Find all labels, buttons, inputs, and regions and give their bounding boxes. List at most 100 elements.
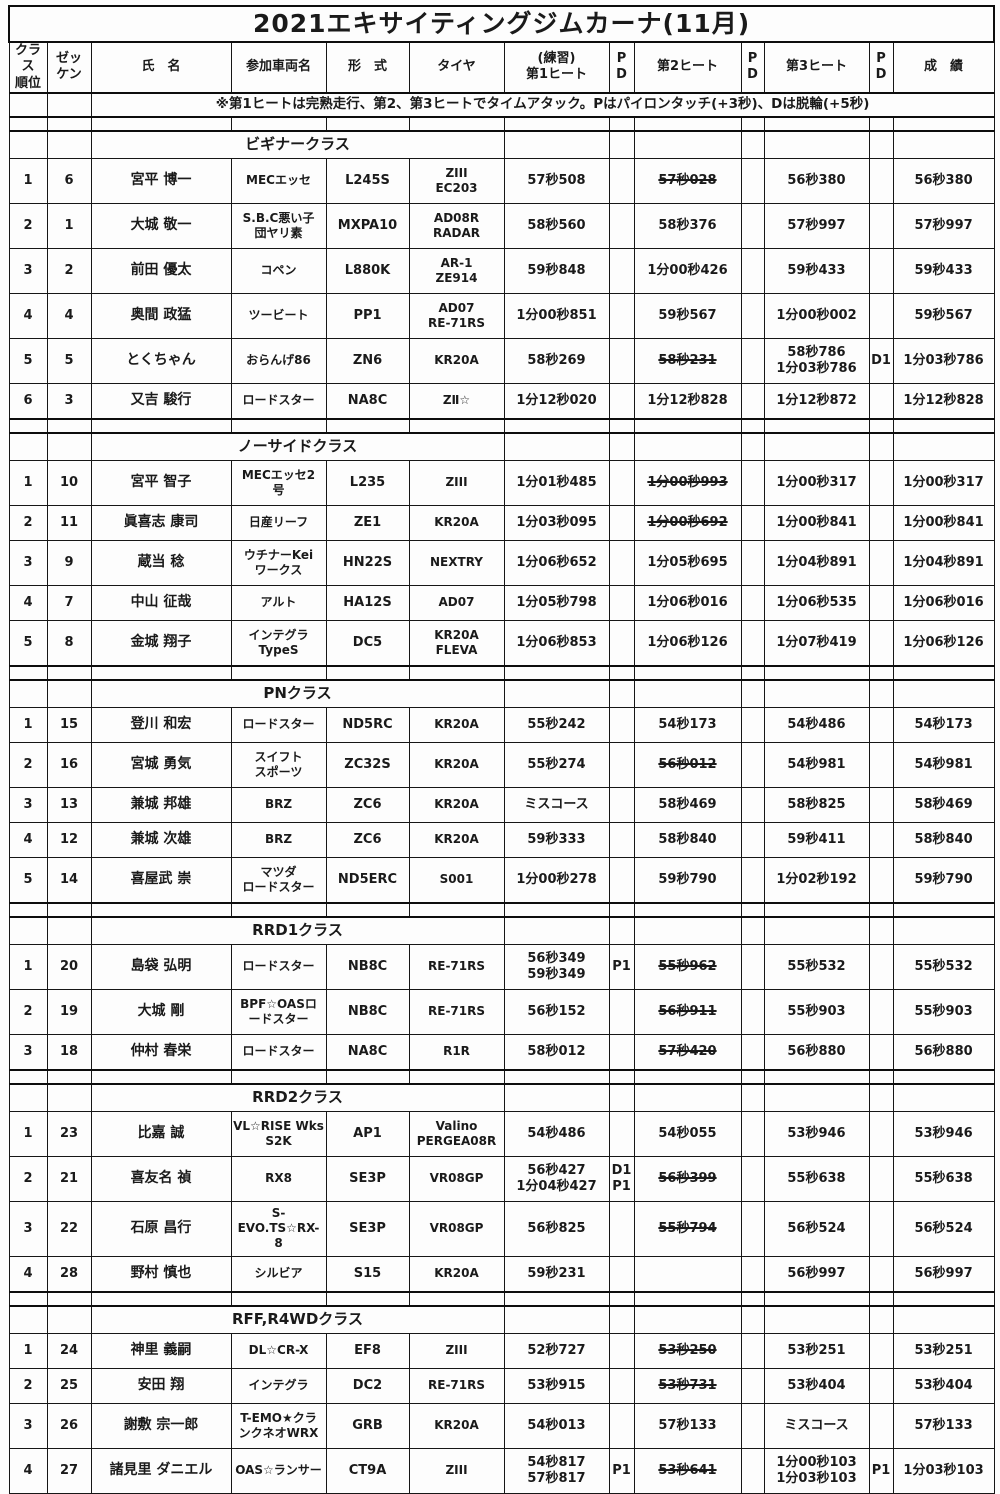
cell-pd1 (608, 1367, 635, 1404)
class-header-blank (740, 432, 765, 461)
spacer-cell (763, 901, 870, 918)
cell-pd3 (868, 539, 894, 586)
cell-car: コペン (230, 247, 327, 294)
cell-pd1 (608, 202, 635, 249)
cell-name: 兼城 次雄 (90, 821, 232, 858)
cell-heat3: 53秒404 (763, 1367, 870, 1404)
cell-model: MXPA10 (325, 202, 410, 249)
spacer-cell (608, 901, 635, 918)
cell-heat3: 56秒880 (763, 1033, 870, 1071)
cell-heat3: 1分06秒535 (763, 584, 870, 621)
cell-pd2 (740, 459, 765, 506)
spacer-row (8, 115, 995, 132)
cell-rank: 5 (8, 337, 48, 384)
cell-heat1: 59秒333 (503, 821, 610, 858)
cell-heat1: 54秒013 (503, 1402, 610, 1449)
result-row: 3 22 石原 昌行 S- EVO.TS☆RX- 8 SE3P VR08GP 56秒825 5… (8, 1200, 995, 1257)
cell-car: MECエッセ2 号 (230, 459, 327, 506)
cell-heat1: 58秒560 (503, 202, 610, 249)
cell-rank: 2 (8, 741, 48, 788)
spacer-cell (46, 1290, 92, 1307)
cell-model: ND5ERC (325, 856, 410, 904)
cell-car: OAS☆ランサー (230, 1447, 327, 1494)
cell-rank: 1 (8, 459, 48, 506)
spacer-cell (503, 901, 610, 918)
cell-heat3: 1分07秒419 (763, 619, 870, 667)
cell-pd1 (608, 856, 635, 904)
cell-no: 4 (46, 292, 92, 339)
cell-pd3 (868, 1402, 894, 1449)
cell-pd3 (868, 1255, 894, 1293)
result-row: 5 5 とくちゃん おらんげ86 ZN6 KR20A 58秒269 58秒231 58秒786 … (8, 337, 995, 384)
result-row: 6 3 又吉 駿行 ロードスター NA8C ZⅡ☆ 1分12秒020 1分12秒828 1分12… (8, 382, 995, 420)
cell-heat1: 59秒848 (503, 247, 610, 294)
spacer-cell (892, 1290, 995, 1307)
cell-car: MECエッセ (230, 157, 327, 204)
spacer-cell (8, 417, 48, 434)
cell-heat2: 53秒250 (633, 1332, 742, 1369)
cell-rank: 1 (8, 1332, 48, 1369)
class-header-blank (740, 130, 765, 159)
class-header-blank (892, 1305, 995, 1334)
class-name: ビギナークラス (90, 130, 505, 159)
cell-result: 58秒469 (892, 786, 995, 823)
cell-heat1: 57秒508 (503, 157, 610, 204)
column-header-model: 形 式 (325, 41, 410, 94)
cell-name: 宮平 智子 (90, 459, 232, 506)
cell-tire: KR20A (408, 504, 505, 541)
class-header-blank (8, 1305, 48, 1334)
cell-model: EF8 (325, 1332, 410, 1369)
spacer-cell (868, 417, 894, 434)
class-header-blank (633, 432, 742, 461)
cell-heat1: 59秒231 (503, 1255, 610, 1293)
cell-pd2 (740, 1155, 765, 1202)
class-header-blank (608, 1083, 635, 1112)
cell-rank: 3 (8, 1200, 48, 1257)
class-header-blank (46, 130, 92, 159)
result-row: 5 8 金城 翔子 インテグラ TypeS DC5 KR20A FLEVA 1分06秒853… (8, 619, 995, 667)
cell-car: BRZ (230, 821, 327, 858)
result-row: 2 16 宮城 勇気 スイフト スポーツ ZC32S KR20A 55秒274 56秒012 5… (8, 741, 995, 788)
cell-heat2: 57秒028 (633, 157, 742, 204)
cell-no: 18 (46, 1033, 92, 1071)
cell-heat3: 1分00秒317 (763, 459, 870, 506)
cell-rank: 3 (8, 1402, 48, 1449)
class-header-blank (633, 1305, 742, 1334)
cell-pd2 (740, 247, 765, 294)
cell-no: 24 (46, 1332, 92, 1369)
class-header-blank (868, 432, 894, 461)
cell-heat2: 59秒790 (633, 856, 742, 904)
cell-heat3: 55秒903 (763, 988, 870, 1035)
cell-heat1: 1分00秒278 (503, 856, 610, 904)
cell-pd1 (608, 157, 635, 204)
cell-model: L245S (325, 157, 410, 204)
cell-heat2: 56秒399 (633, 1155, 742, 1202)
cell-heat2: 57秒420 (633, 1033, 742, 1071)
cell-tire: KR20A (408, 706, 505, 743)
cell-pd2 (740, 539, 765, 586)
spacer-cell (608, 1068, 635, 1085)
cell-model: SE3P (325, 1155, 410, 1202)
spacer-cell (633, 417, 742, 434)
spacer-cell (408, 115, 505, 132)
cell-heat3: 59秒433 (763, 247, 870, 294)
spacer-cell (408, 901, 505, 918)
cell-pd2 (740, 1033, 765, 1071)
class-header-blank (892, 679, 995, 708)
cell-pd3 (868, 202, 894, 249)
cell-car: ロードスター (230, 706, 327, 743)
cell-heat1: 1分06秒853 (503, 619, 610, 667)
spacer-cell (892, 1068, 995, 1085)
class-header-blank (763, 679, 870, 708)
class-header-blank (46, 679, 92, 708)
cell-tire: KR20A (408, 1255, 505, 1293)
result-row: 3 26 謝敷 宗一郎 T-EMO★クラ ンクネオWRX GRB KR20A 54秒013 5… (8, 1402, 995, 1449)
cell-pd1 (608, 1033, 635, 1071)
cell-heat3: 53秒946 (763, 1110, 870, 1157)
class-header-blank (868, 1305, 894, 1334)
cell-result: 53秒946 (892, 1110, 995, 1157)
cell-name: とくちゃん (90, 337, 232, 384)
cell-no: 26 (46, 1402, 92, 1449)
cell-no: 8 (46, 619, 92, 667)
title-row: 2021エキサイティングジムカーナ(11月) (7, 5, 996, 43)
